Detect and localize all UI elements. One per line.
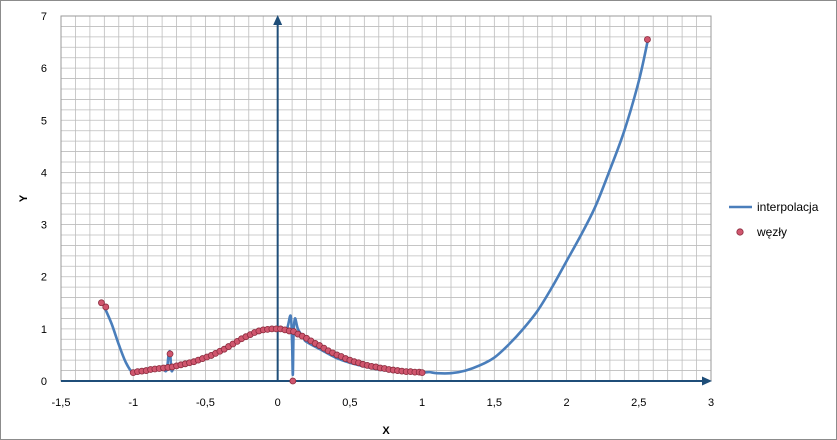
y-tick-label: 5 [41, 115, 47, 127]
legend-label-interpolacja: interpolacja [757, 200, 819, 214]
y-tick-label: 6 [41, 63, 47, 75]
node-marker [166, 350, 174, 358]
node-marker [644, 36, 651, 43]
tick-labels: -1,5 -1 -0,5 0 0,5 1 1,5 2 2,5 3 0 1 2 3 4 5 6 7 [41, 11, 714, 409]
gridlines [60, 15, 712, 382]
x-tick-label: 3 [708, 397, 714, 409]
x-tick-label: 1 [419, 397, 425, 409]
plot-border [60, 15, 712, 382]
y-axis-title: Y [18, 194, 30, 202]
y-axis-arrow [273, 15, 283, 25]
axes [61, 15, 712, 386]
interpolation-series [103, 40, 649, 377]
x-axis-arrow [702, 376, 712, 386]
legend-label-wezly: węzły [756, 225, 787, 239]
y-tick-label: 2 [41, 272, 47, 284]
y-tick-label: 0 [41, 376, 47, 388]
y-tick-label: 7 [41, 11, 47, 23]
x-tick-label: -0,5 [196, 397, 215, 409]
x-tick-label: 0 [275, 397, 281, 409]
x-tick-label: 2 [563, 397, 569, 409]
nodes-series [98, 36, 651, 385]
x-tick-label: -1,5 [52, 397, 71, 409]
interpolation-line [103, 40, 649, 377]
x-tick-label: 1,5 [487, 397, 502, 409]
x-tick-label: 0,5 [342, 397, 357, 409]
y-tick-label: 3 [41, 220, 47, 232]
node-marker [418, 369, 426, 377]
y-tick-label: 1 [41, 324, 47, 336]
x-tick-label: -1 [128, 397, 138, 409]
y-tick-label: 4 [41, 167, 47, 179]
x-axis-title: X [382, 425, 390, 437]
x-tick-label: 2,5 [631, 397, 646, 409]
node-marker [102, 303, 110, 311]
legend-marker-swatch [736, 228, 744, 236]
node-marker [98, 299, 105, 307]
node-marker [289, 377, 297, 385]
legend: interpolacja węzły [729, 200, 819, 239]
